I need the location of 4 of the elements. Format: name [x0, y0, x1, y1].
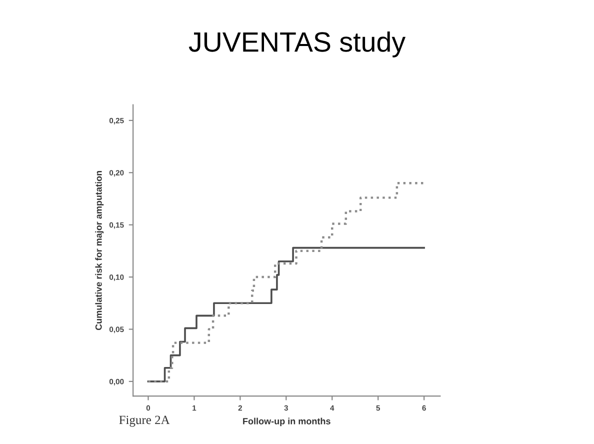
x-axis-title: Follow-up in months: [243, 418, 330, 426]
chart-title: JUVENTAS study: [188, 31, 406, 58]
caption: Figure 2A: [119, 416, 170, 427]
y-axis-title: Cumulative risk for major amputation: [95, 170, 104, 330]
